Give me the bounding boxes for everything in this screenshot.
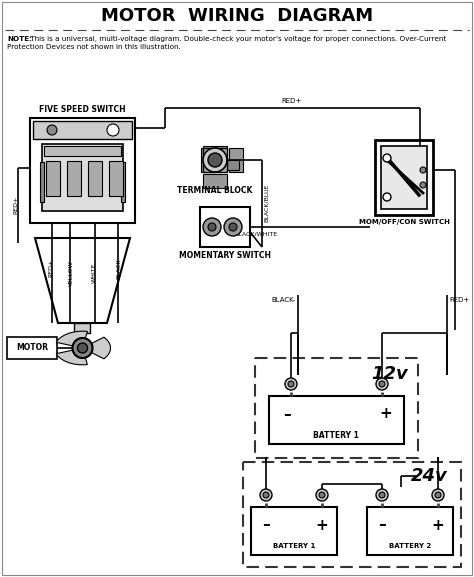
Text: RED+: RED+ <box>449 297 469 303</box>
Bar <box>30 118 135 223</box>
Circle shape <box>420 167 426 173</box>
Text: –: – <box>378 518 386 533</box>
Bar <box>367 507 453 555</box>
Text: WHITE: WHITE <box>91 263 97 283</box>
Text: BLACK/WHITE: BLACK/WHITE <box>235 231 278 236</box>
Polygon shape <box>35 238 130 323</box>
Circle shape <box>379 492 385 498</box>
Text: This is a universal, multi-voltage diagram. Double-check your motor's voltage fo: This is a universal, multi-voltage diagr… <box>28 36 446 42</box>
Text: BLACK-: BLACK- <box>272 297 296 303</box>
Circle shape <box>383 154 391 162</box>
Circle shape <box>263 492 269 498</box>
Circle shape <box>208 153 222 167</box>
Bar <box>375 140 433 215</box>
Text: YELLOW: YELLOW <box>69 260 73 286</box>
Circle shape <box>107 124 119 136</box>
Bar <box>203 174 227 188</box>
Bar <box>203 160 215 170</box>
Text: RED+: RED+ <box>13 196 18 214</box>
Text: MOMENTARY SWITCH: MOMENTARY SWITCH <box>179 251 271 260</box>
Text: +: + <box>380 407 392 422</box>
Circle shape <box>224 218 242 236</box>
Text: BATTERY 1: BATTERY 1 <box>273 543 315 549</box>
Text: MOTOR  WIRING  DIAGRAM: MOTOR WIRING DIAGRAM <box>101 7 373 25</box>
Circle shape <box>208 223 216 231</box>
Circle shape <box>203 218 221 236</box>
Bar <box>203 148 227 172</box>
Bar <box>227 160 239 170</box>
Text: FIVE SPEED SWITCH: FIVE SPEED SWITCH <box>39 105 126 114</box>
Bar <box>203 146 227 160</box>
Text: BATTERY 1: BATTERY 1 <box>313 430 359 440</box>
Bar <box>215 155 225 167</box>
Circle shape <box>379 381 385 387</box>
Circle shape <box>319 492 325 498</box>
Circle shape <box>376 489 388 501</box>
Polygon shape <box>89 337 110 359</box>
Bar <box>40 162 44 202</box>
Bar <box>121 162 125 202</box>
Polygon shape <box>56 331 87 346</box>
Bar <box>109 161 123 196</box>
Bar <box>200 207 250 247</box>
Text: NOTE:: NOTE: <box>7 36 32 42</box>
Polygon shape <box>56 350 87 365</box>
Circle shape <box>420 182 426 188</box>
Bar <box>46 161 60 196</box>
Text: –: – <box>262 518 270 533</box>
Bar <box>215 155 225 167</box>
Circle shape <box>435 492 441 498</box>
Circle shape <box>73 338 92 358</box>
Bar <box>88 161 102 196</box>
Circle shape <box>47 125 57 135</box>
Text: MOM/OFF/CON SWITCH: MOM/OFF/CON SWITCH <box>358 219 449 225</box>
Text: +: + <box>316 518 328 533</box>
Bar <box>201 148 215 172</box>
Text: BLACK/BLUE: BLACK/BLUE <box>264 183 269 222</box>
Bar <box>381 146 427 209</box>
Bar <box>251 507 337 555</box>
Circle shape <box>383 193 391 201</box>
Text: TERMINAL BLOCK: TERMINAL BLOCK <box>177 186 253 195</box>
Bar <box>255 358 418 458</box>
Circle shape <box>316 489 328 501</box>
Text: +: + <box>432 518 444 533</box>
Bar <box>243 462 461 567</box>
Text: +: + <box>110 127 116 133</box>
Text: 24v: 24v <box>410 467 447 485</box>
Text: Protection Devices not shown in this illustration.: Protection Devices not shown in this ill… <box>7 44 181 50</box>
Circle shape <box>376 378 388 390</box>
Bar <box>7 337 57 359</box>
Text: BLACK-: BLACK- <box>117 257 121 279</box>
Text: –: – <box>283 407 291 422</box>
Circle shape <box>260 489 272 501</box>
Circle shape <box>285 378 297 390</box>
Text: RED+: RED+ <box>282 98 302 104</box>
Bar <box>67 161 81 196</box>
Circle shape <box>432 489 444 501</box>
Bar <box>44 146 121 156</box>
Text: MOTOR: MOTOR <box>16 343 48 353</box>
Circle shape <box>229 223 237 231</box>
Circle shape <box>288 381 294 387</box>
Bar <box>42 144 123 211</box>
Bar <box>269 396 404 444</box>
Text: 12v: 12v <box>372 365 409 383</box>
Circle shape <box>203 148 227 172</box>
Bar <box>229 148 243 172</box>
Text: RED+: RED+ <box>48 259 54 277</box>
Bar <box>74 323 91 333</box>
Bar <box>33 121 132 139</box>
Circle shape <box>78 343 88 353</box>
Text: BATTERY 2: BATTERY 2 <box>389 543 431 549</box>
